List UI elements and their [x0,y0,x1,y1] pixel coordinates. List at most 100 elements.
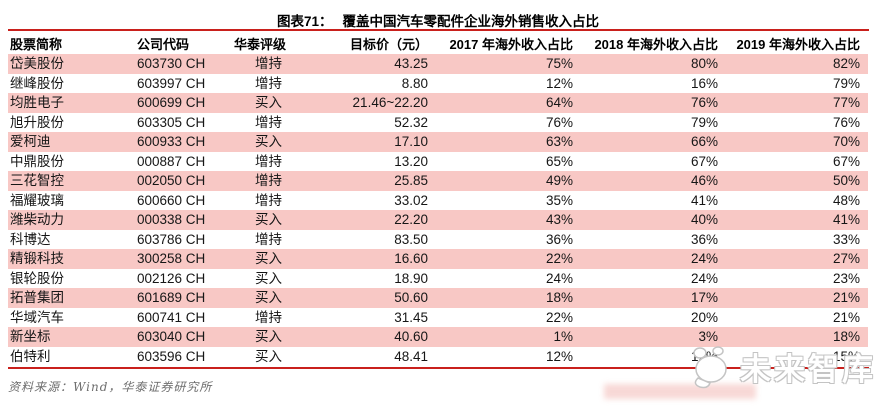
cell-2017-pct: 43% [545,212,573,227]
cell-2017-pct: 63% [545,134,573,149]
cell-rating: 买入 [255,251,282,266]
cell-company-code: 601689 CH [137,290,206,305]
cell-target-price: 31.45 [394,309,428,325]
cell-2017-pct: 76% [545,114,573,130]
cell-stock-name: 新坐标 [10,329,51,344]
cell-2019-pct: 21% [832,290,860,305]
cell-target-price: 17.10 [394,134,428,149]
table-row: 继峰股份 603997 CH 增持 8.80 12% 16% 79% [8,74,868,94]
cell-2019-pct: 33% [832,231,860,247]
cell-company-code: 002126 CH [137,270,206,286]
cell-rating: 买入 [255,134,282,149]
cell-2019-pct: 21% [832,309,860,325]
header-2019-pct: 2019 年海外收入占比 [736,36,860,52]
cell-rating: 买入 [255,212,282,227]
cell-2017-pct: 36% [545,231,573,247]
cell-target-price: 33.02 [394,192,428,208]
cell-target-price: 18.90 [394,270,428,286]
table-row: 拓普集团 601689 CH 买入 50.60 18% 17% 21% [8,288,868,308]
cell-target-price: 21.46~22.20 [352,95,428,110]
table-row: 华域汽车 600741 CH 增持 31.45 22% 20% 21% [8,308,868,328]
cell-stock-name: 潍柴动力 [10,212,64,227]
table-row: 新坐标 603040 CH 买入 40.60 1% 3% 18% [8,327,868,347]
cell-stock-name: 均胜电子 [10,95,64,110]
cell-2019-pct: 41% [832,212,860,227]
cell-company-code: 603040 CH [137,329,206,344]
cell-target-price: 40.60 [394,329,428,344]
cell-2017-pct: 64% [545,95,573,110]
cell-2017-pct: 12% [545,348,573,364]
cell-target-price: 22.20 [394,212,428,227]
table-header-row: 股票简称 公司代码 华泰评级 目标价（元） 2017 年海外收入占比 2018 … [8,32,868,54]
cell-stock-name: 继峰股份 [10,75,64,91]
cell-2017-pct: 24% [545,270,573,286]
table-row: 精锻科技 300258 CH 买入 16.60 22% 24% 27% [8,249,868,269]
table-body: 岱美股份 603730 CH 增持 43.25 75% 80% 82% 继峰股份… [8,54,868,366]
cell-rating: 买入 [255,329,282,344]
cell-2019-pct: 23% [832,270,860,286]
watermark: 未来智库 [688,344,876,389]
cell-2019-pct: 15% [832,348,860,364]
table-row: 福耀玻璃 600660 CH 增持 33.02 35% 41% 48% [8,191,868,211]
table-row: 均胜电子 600699 CH 买入 21.46~22.20 64% 76% 77… [8,93,868,113]
cell-2018-pct: 17% [690,290,718,305]
table-row: 岱美股份 603730 CH 增持 43.25 75% 80% 82% [8,54,868,74]
table-row: 三花智控 002050 CH 增持 25.85 49% 46% 50% [8,171,868,191]
cell-2018-pct: 40% [690,212,718,227]
cell-rating: 买入 [255,270,282,286]
cell-company-code: 000887 CH [137,153,206,169]
cell-2019-pct: 18% [832,329,860,344]
cell-2019-pct: 82% [832,56,860,71]
cell-stock-name: 精锻科技 [10,251,64,266]
cell-stock-name: 爱柯迪 [10,134,51,149]
cell-target-price: 16.60 [394,251,428,266]
cell-2017-pct: 65% [545,153,573,169]
cell-company-code: 603730 CH [137,56,206,71]
cell-target-price: 13.20 [394,153,428,169]
cell-2018-pct: 20% [690,309,718,325]
cell-company-code: 600933 CH [137,134,206,149]
cell-2017-pct: 49% [545,173,573,188]
cell-rating: 增持 [255,75,282,91]
cell-target-price: 83.50 [394,231,428,247]
cell-2019-pct: 50% [832,173,860,188]
cell-stock-name: 三花智控 [10,173,64,188]
figure-title: 图表71： 覆盖中国汽车零配件企业海外销售收入占比 [8,10,868,30]
panda-logo-icon [693,345,727,388]
cell-rating: 买入 [255,290,282,305]
cell-2018-pct: 24% [690,251,718,266]
cell-2018-pct: 46% [690,173,718,188]
header-2018-pct: 2018 年海外收入占比 [594,36,718,52]
cell-2018-pct: 3% [698,329,718,344]
cell-rating: 增持 [255,309,282,325]
cell-stock-name: 华域汽车 [10,309,64,325]
cell-target-price: 50.60 [394,290,428,305]
data-table: 股票简称 公司代码 华泰评级 目标价（元） 2017 年海外收入占比 2018 … [8,32,868,366]
cell-company-code: 603786 CH [137,231,206,247]
cell-2019-pct: 76% [832,114,860,130]
cell-target-price: 25.85 [394,173,428,188]
cell-2019-pct: 77% [832,95,860,110]
cell-stock-name: 拓普集团 [10,290,64,305]
table-row: 旭升股份 603305 CH 增持 52.32 76% 79% 76% [8,113,868,133]
figure-title-text: 覆盖中国汽车零配件企业海外销售收入占比 [342,14,600,29]
cell-target-price: 8.80 [401,75,428,91]
header-2017-pct: 2017 年海外收入占比 [449,36,573,52]
cell-stock-name: 银轮股份 [10,270,64,286]
cell-2018-pct: 24% [690,270,718,286]
cell-2019-pct: 70% [832,134,860,149]
cell-2017-pct: 18% [545,290,573,305]
table-row: 潍柴动力 000338 CH 买入 22.20 43% 40% 41% [8,210,868,230]
cell-2018-pct: 41% [690,192,718,208]
cell-2017-pct: 1% [553,329,573,344]
cell-company-code: 603305 CH [137,114,206,130]
cell-target-price: 52.32 [394,114,428,130]
cell-2018-pct: 16% [690,75,718,91]
table-bottom-rule [8,367,869,369]
cell-rating: 买入 [255,348,282,364]
cell-stock-name: 伯特利 [10,348,51,364]
cell-target-price: 43.25 [394,56,428,71]
cell-2018-pct: 36% [690,231,718,247]
header-target-price: 目标价（元） [349,36,428,52]
